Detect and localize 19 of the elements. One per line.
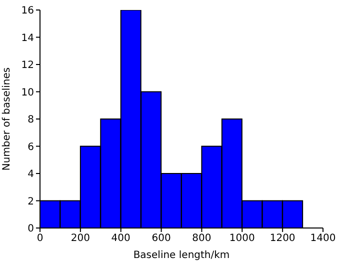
x-tick-label: 1000	[229, 233, 255, 244]
y-tick-label: 12	[21, 60, 34, 72]
y-tick-label: 6	[28, 142, 34, 153]
y-tick-label: 0	[28, 224, 34, 235]
y-tick-label: 16	[21, 6, 34, 17]
y-tick-label: 10	[21, 87, 34, 98]
y-tick-label: 4	[28, 169, 34, 180]
y-tick-label: 8	[28, 114, 34, 126]
y-axis-title: Number of baselines	[2, 67, 13, 171]
x-tick-label: 800	[192, 233, 212, 244]
y-tick-label: 2	[28, 196, 34, 208]
x-tick-label: 1200	[270, 233, 296, 244]
x-tick-label: 1400	[310, 233, 336, 244]
x-tick-label: 400	[111, 233, 130, 244]
x-tick-label: 600	[152, 233, 171, 244]
x-axis-title: Baseline length/km	[133, 250, 230, 261]
y-tick-label: 14	[21, 32, 34, 44]
x-tick-label: 200	[70, 233, 90, 244]
x-tick-label: 0	[36, 233, 44, 244]
